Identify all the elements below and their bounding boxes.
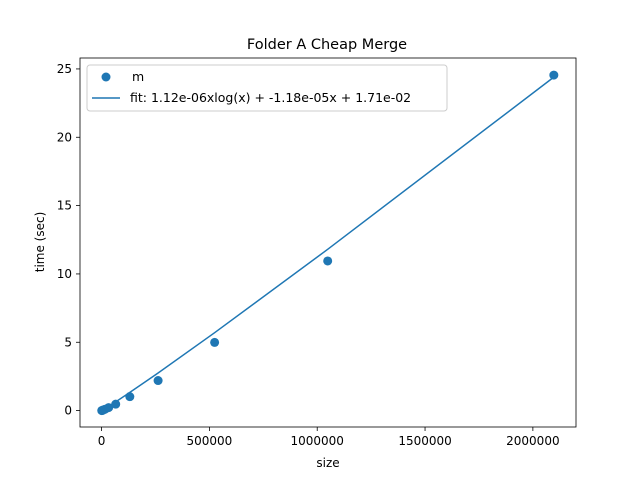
y-tick-label: 15 xyxy=(57,199,72,213)
y-tick-label: 5 xyxy=(64,335,72,349)
x-tick-label: 1000000 xyxy=(290,434,343,448)
plot-area xyxy=(79,57,577,428)
x-tick-label: 500000 xyxy=(186,434,232,448)
x-axis-label: size xyxy=(316,456,339,470)
data-point xyxy=(323,256,333,266)
y-axis-label: time (sec) xyxy=(33,212,47,273)
y-tick-label: 0 xyxy=(64,404,72,418)
data-point xyxy=(125,392,135,402)
legend: m fit: 1.12e-06xlog(x) + -1.18e-05x + 1.… xyxy=(86,64,448,112)
data-point xyxy=(104,403,114,413)
legend-box xyxy=(86,64,448,112)
x-tick-label: 2000000 xyxy=(506,434,559,448)
y-tick-label: 20 xyxy=(57,130,72,144)
chart-marks xyxy=(97,70,559,416)
legend-label-fit: fit: 1.12e-06xlog(x) + -1.18e-05x + 1.71… xyxy=(130,90,411,105)
axis-ticks: 0 500000 1000000 1500000 2000000 0 5 10 15 20 25 xyxy=(57,62,560,448)
data-point xyxy=(153,376,163,386)
y-tick-label: 10 xyxy=(57,267,72,281)
y-tick-label: 25 xyxy=(57,62,72,76)
x-tick-label: 1500000 xyxy=(398,434,451,448)
legend-marker-points xyxy=(101,72,111,82)
data-point xyxy=(549,70,559,80)
x-tick-label: 0 xyxy=(98,434,106,448)
fit-line xyxy=(101,76,555,412)
data-point xyxy=(111,399,121,409)
legend-label-points: m xyxy=(132,69,144,84)
chart-title: Folder A Cheap Merge xyxy=(247,37,407,53)
data-point xyxy=(210,337,220,347)
